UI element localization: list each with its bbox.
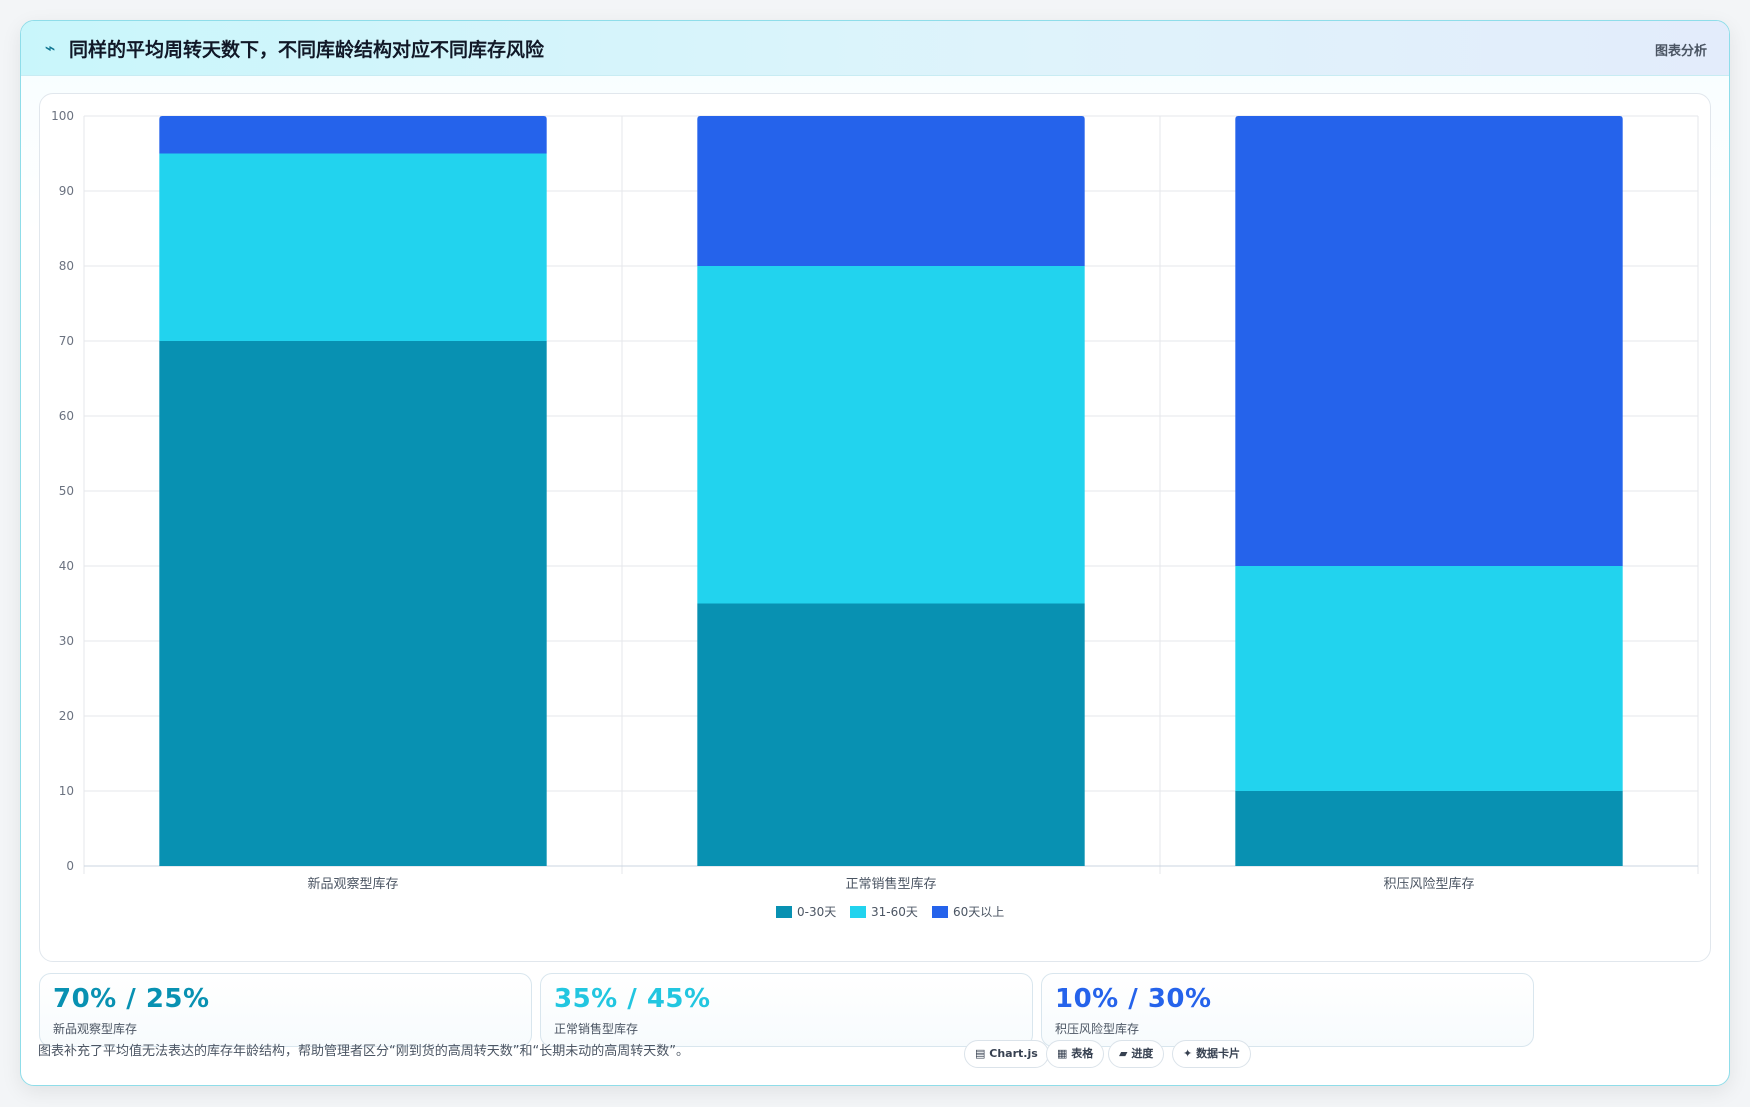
kpi-label: 积压风险型库存 [1055, 1022, 1140, 1036]
bar-segment [697, 116, 1085, 266]
kpi-card-new: 70% / 25% 新品观察型库存 [39, 973, 532, 1047]
chart-icon: ▤ [975, 1047, 986, 1060]
kpi-value: 35% / 45% [554, 984, 711, 1014]
y-tick-label: 20 [59, 709, 74, 723]
legend-swatch [850, 906, 866, 918]
bar-segment [159, 341, 547, 866]
bar-segment [1235, 116, 1623, 566]
kpi-label: 新品观察型库存 [53, 1022, 138, 1036]
stacked-bar-chart: 0 10 20 30 40 50 60 70 80 90 100 新品观察型库存 正常销售型库存 积压风险… [51, 109, 1699, 919]
y-tick-label: 60 [59, 409, 74, 423]
bar-segment [697, 603, 1085, 866]
bar-segment [159, 116, 547, 154]
table-icon: ▦ [1057, 1047, 1068, 1060]
chip-label: 表格 [1071, 1047, 1094, 1060]
bar-segment [1235, 791, 1623, 866]
kpi-label: 正常销售型库存 [554, 1022, 639, 1036]
y-tick-label: 50 [59, 484, 74, 498]
kpi-value: 10% / 30% [1055, 984, 1212, 1014]
legend-label: 31-60天 [871, 905, 918, 919]
legend-label: 0-30天 [797, 905, 836, 919]
chart-card: ⌁ 同样的平均周转天数下，不同库龄结构对应不同库存风险 图表分析 0 10 20 30… [20, 20, 1730, 1086]
card-header: ⌁ 同样的平均周转天数下，不同库龄结构对应不同库存风险 图表分析 [21, 21, 1729, 76]
legend-swatch [932, 906, 948, 918]
y-tick-label: 10 [59, 784, 74, 798]
bar-segment [1235, 566, 1623, 791]
kpi-card-normal: 35% / 45% 正常销售型库存 [540, 973, 1033, 1047]
kpi-card-risk: 10% / 30% 积压风险型库存 [1041, 973, 1534, 1047]
kpi-value: 70% / 25% [53, 984, 210, 1014]
x-tick-label: 新品观察型库存 [307, 876, 398, 892]
chip-label: 进度 [1131, 1047, 1154, 1060]
y-tick-label: 40 [59, 559, 74, 573]
page-title: 同样的平均周转天数下，不同库龄结构对应不同库存风险 [69, 38, 545, 61]
bar-segment [159, 153, 547, 341]
y-tick-label: 100 [51, 109, 74, 123]
x-tick-label: 积压风险型库存 [1383, 876, 1474, 892]
chart-footnote: 图表补充了平均值无法表达的库存年龄结构，帮助管理者区分“刚到货的高周转天数”和“… [38, 1044, 689, 1059]
chart-panel: 0 10 20 30 40 50 60 70 80 90 100 新品观察型库存 正常销售型库存 积压风险… [39, 93, 1711, 962]
y-tick-label: 80 [59, 259, 74, 273]
y-tick-label: 0 [66, 859, 74, 873]
trend-line-icon: ⌁ [44, 37, 56, 59]
y-tick-label: 90 [59, 184, 74, 198]
x-tick-label: 正常销售型库存 [845, 876, 936, 892]
y-tick-label: 30 [59, 634, 74, 648]
legend-swatch [776, 906, 792, 918]
bar-segment [697, 266, 1085, 604]
chip-data-card[interactable]: ✦ 数据卡片 [1172, 1040, 1252, 1068]
chip-chartjs[interactable]: ▤ Chart.js [964, 1040, 1049, 1068]
progress-icon: ▰ [1119, 1047, 1128, 1060]
legend-label: 60天以上 [953, 905, 1004, 919]
chart-analysis-tag: 图表分析 [1654, 44, 1707, 59]
chip-progress[interactable]: ▰ 进度 [1108, 1040, 1165, 1068]
card-icon: ✦ [1183, 1047, 1193, 1060]
y-tick-label: 70 [59, 334, 74, 348]
chip-label: 数据卡片 [1196, 1047, 1241, 1060]
chip-label: Chart.js [989, 1047, 1038, 1060]
chip-table[interactable]: ▦ 表格 [1046, 1040, 1105, 1068]
